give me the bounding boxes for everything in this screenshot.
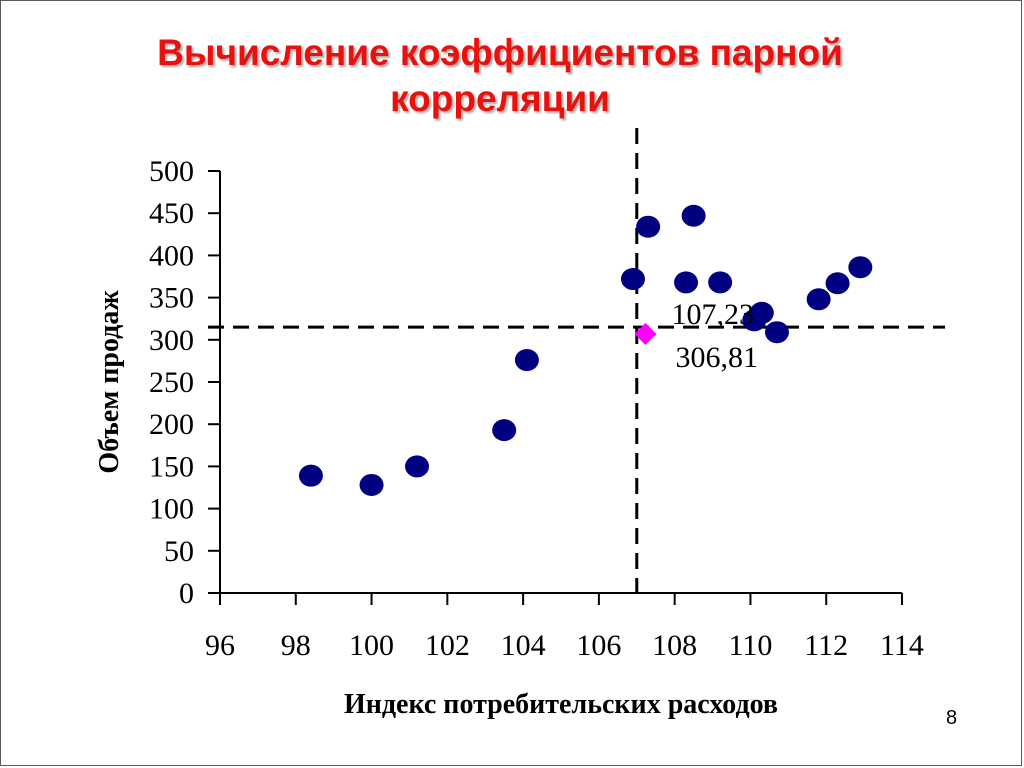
x-axis-title: Индекс потребительских расходов <box>344 689 778 720</box>
data-point <box>514 349 539 372</box>
data-point <box>848 256 873 279</box>
title-line-1: Вычисление коэффициентов парной <box>157 32 843 73</box>
data-point <box>298 464 323 487</box>
data-point <box>636 215 661 238</box>
x-tick-label: 96 <box>205 629 235 662</box>
slide-title: Вычисление коэффициентов парной корреляц… <box>0 30 1000 122</box>
y-tick-label: 250 <box>149 366 194 399</box>
mean-point-marker <box>634 323 657 346</box>
x-tick-label: 112 <box>804 629 848 662</box>
mean-x-label: 107,23 <box>671 298 754 331</box>
title-line-2: корреляции <box>390 78 610 119</box>
y-tick-label: 350 <box>149 282 194 315</box>
mean-y-label: 306,81 <box>675 341 758 374</box>
y-tick-label: 150 <box>149 450 194 483</box>
data-point <box>405 455 430 478</box>
y-tick-label: 0 <box>179 577 194 610</box>
x-tick-label: 98 <box>281 629 311 662</box>
data-point <box>620 268 645 291</box>
y-tick-label: 400 <box>149 239 194 272</box>
x-tick-label: 106 <box>576 629 621 662</box>
data-point <box>806 288 831 311</box>
x-tick-label: 108 <box>652 629 697 662</box>
x-tick-label: 110 <box>728 629 772 662</box>
data-point <box>825 272 850 295</box>
reference-lines <box>208 128 945 601</box>
y-tick-label: 100 <box>149 493 194 526</box>
labels: 107,23 306,81 <box>671 298 758 374</box>
y-tick-label: 50 <box>164 535 194 568</box>
data-point <box>749 301 774 324</box>
y-tick-label: 200 <box>149 408 194 441</box>
data-point <box>359 473 384 496</box>
x-tick-label: 100 <box>349 629 394 662</box>
x-tick-label: 104 <box>501 629 546 662</box>
data-point <box>492 419 517 442</box>
data-point <box>764 321 789 344</box>
data-point <box>674 271 699 294</box>
y-tick-label: 300 <box>149 324 194 357</box>
data-points <box>298 204 873 496</box>
axes: 0 50 100 150 200 250 300 350 400 450 500 96 98 100 102… <box>94 155 924 720</box>
x-tick-label: 114 <box>880 629 924 662</box>
data-point <box>681 204 706 227</box>
data-point <box>708 271 733 294</box>
y-axis-title: Объем продаж <box>94 290 125 474</box>
x-tick-label: 102 <box>425 629 470 662</box>
page-number: 8 <box>946 707 958 729</box>
y-tick-label: 450 <box>149 197 194 230</box>
y-tick-label: 500 <box>149 155 194 188</box>
